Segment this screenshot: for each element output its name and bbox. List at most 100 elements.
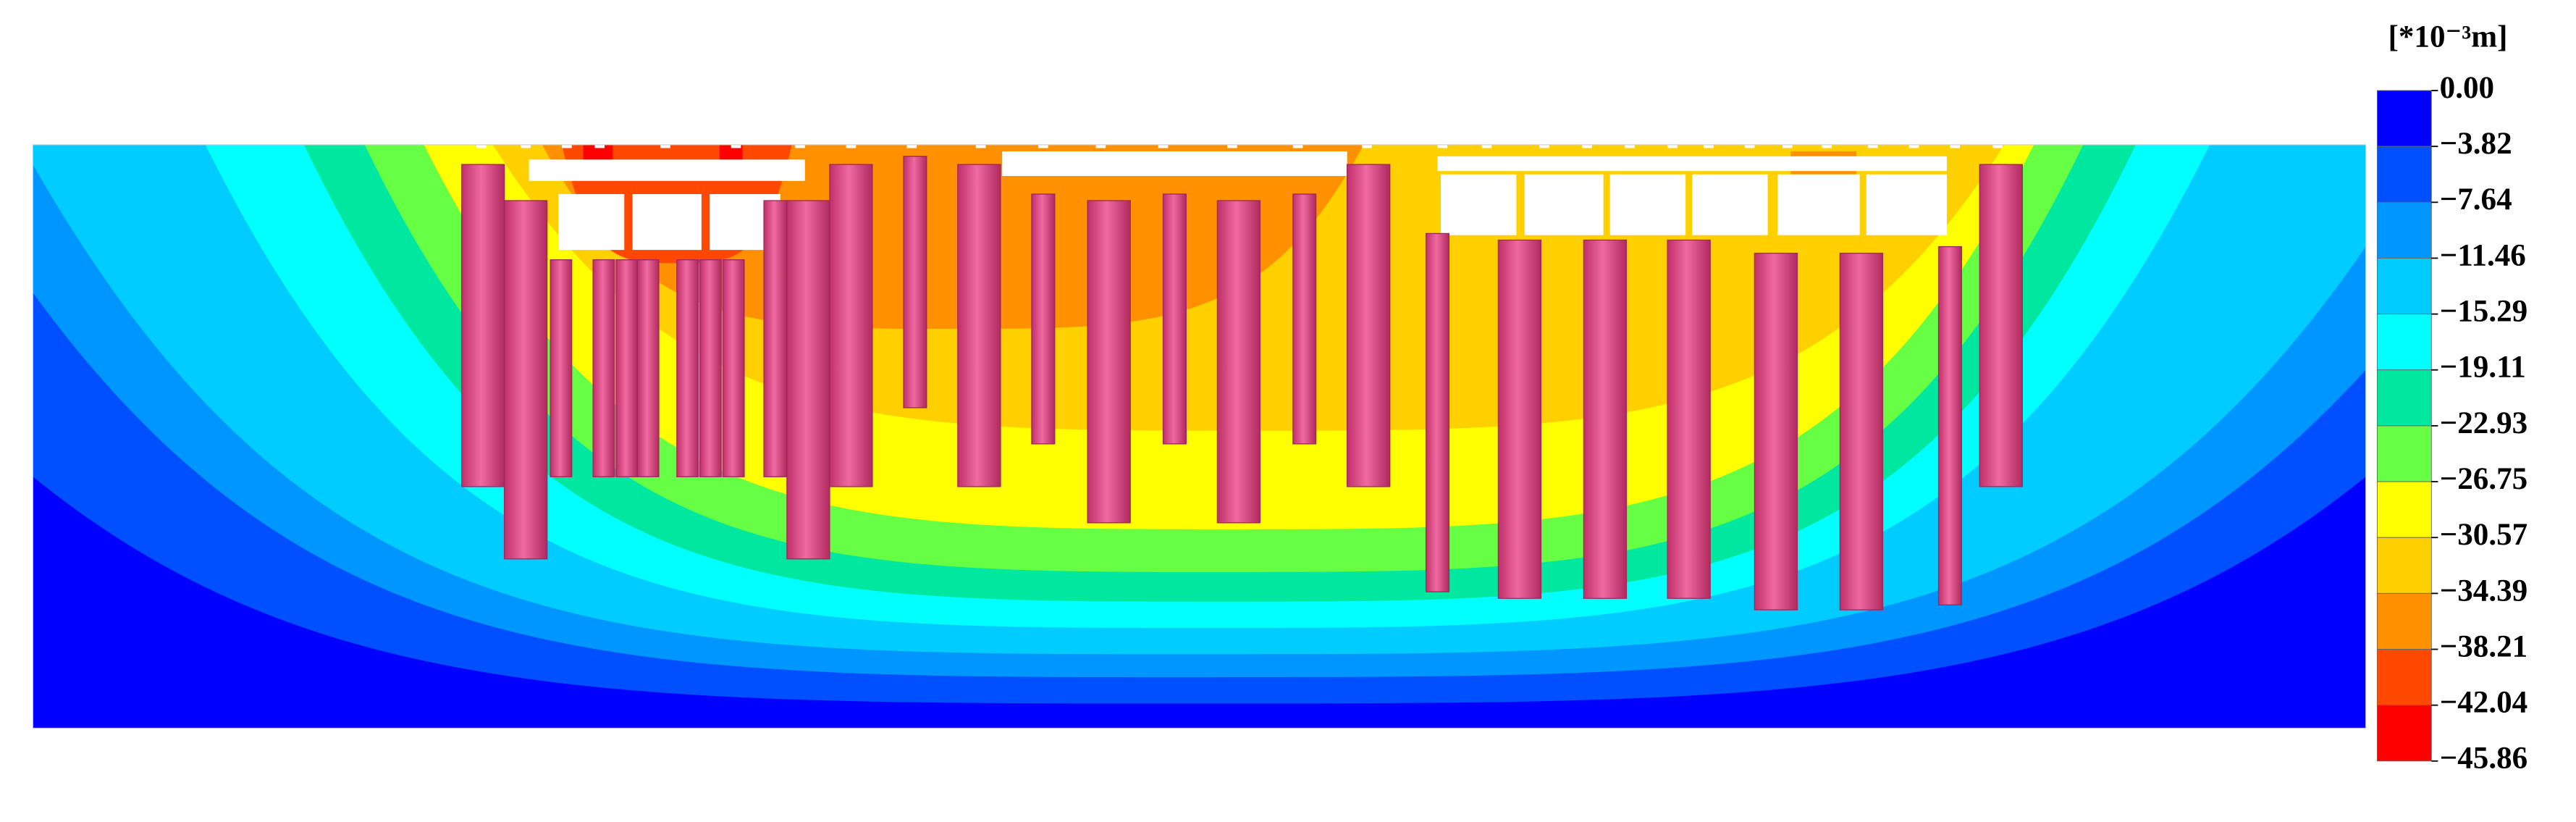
colorbar-label: −11.46 <box>2440 238 2526 272</box>
pile <box>1583 239 1628 599</box>
post <box>594 131 605 148</box>
colorbar-label: −15.29 <box>2440 295 2528 329</box>
post <box>1437 131 1448 148</box>
colorbar-label: −22.93 <box>2440 406 2528 440</box>
colorbar-label: −7.64 <box>2440 183 2512 217</box>
post <box>521 131 531 148</box>
foundation-cap <box>1866 174 1947 235</box>
post <box>660 131 670 148</box>
post <box>1667 131 1678 148</box>
pile <box>636 259 660 477</box>
pile <box>1667 239 1711 599</box>
foundation-cap <box>1609 174 1686 235</box>
post <box>1227 131 1237 148</box>
colorbar-label: 0.00 <box>2440 71 2494 105</box>
post <box>1908 131 1919 148</box>
post <box>476 131 487 148</box>
pile <box>829 164 873 487</box>
post <box>846 131 856 148</box>
foundation-cap <box>1777 174 1860 235</box>
pile <box>615 259 639 477</box>
foundation-cap <box>529 159 805 181</box>
post <box>1095 131 1106 148</box>
pile <box>1754 252 1798 611</box>
post <box>1744 131 1755 148</box>
colorbar-swatch <box>2376 90 2432 147</box>
foundation-cap <box>1441 174 1517 235</box>
post <box>1481 131 1492 148</box>
pile <box>1087 200 1131 524</box>
colorbar-label: −42.04 <box>2440 686 2528 720</box>
colorbar-swatch <box>2376 592 2432 650</box>
colorbar-title: [*10⁻³m] <box>2388 20 2508 54</box>
colorbar-label: −19.11 <box>2440 351 2526 385</box>
colorbar-swatch <box>2376 649 2432 706</box>
foundation-cap <box>632 193 702 251</box>
colorbar-swatch <box>2376 314 2432 371</box>
plot-frame <box>32 144 2367 729</box>
post <box>1582 131 1592 148</box>
colorbar-swatch <box>2376 258 2432 315</box>
post <box>795 131 805 148</box>
post <box>1868 131 1878 148</box>
pile <box>1979 164 2023 487</box>
colorbar-swatch <box>2376 425 2432 482</box>
colorbar-label: −34.39 <box>2440 574 2528 608</box>
colorbar: 0.00 −3.82 −7.64 −11.46 −15.29 −19.11 −22.93 −2… <box>2376 71 2528 776</box>
pile <box>763 200 788 477</box>
post <box>1992 131 2003 148</box>
contour-band <box>719 144 743 162</box>
pile <box>699 259 722 477</box>
pile <box>903 156 927 408</box>
colorbar-label: −38.21 <box>2440 629 2528 663</box>
post <box>1704 131 1714 148</box>
foundation-cap <box>1437 156 1947 172</box>
colorbar-swatch <box>2376 369 2432 427</box>
post <box>1822 131 1832 148</box>
foundation-cap <box>1002 151 1347 177</box>
post <box>731 131 741 148</box>
pile <box>460 164 505 487</box>
pile <box>1937 246 1963 605</box>
contour-band <box>583 144 613 162</box>
post <box>1950 131 1961 148</box>
pile <box>1839 252 1884 611</box>
pile <box>592 259 615 477</box>
pile <box>1425 232 1450 592</box>
colorbar-swatch <box>2376 537 2432 594</box>
pile <box>786 200 830 560</box>
post <box>1625 131 1635 148</box>
pile <box>1497 239 1542 599</box>
post <box>906 131 917 148</box>
colorbar-label: −26.75 <box>2440 462 2528 496</box>
pile <box>722 259 745 477</box>
pile <box>550 259 573 477</box>
post <box>975 131 986 148</box>
colorbar-label: −30.57 <box>2440 518 2528 552</box>
pile <box>503 200 548 560</box>
pile <box>957 164 1001 487</box>
colorbar-label: −3.82 <box>2440 127 2512 161</box>
post <box>1362 131 1372 148</box>
colorbar-swatch <box>2376 201 2432 259</box>
colorbar-swatch <box>2376 705 2432 762</box>
pile <box>676 259 699 477</box>
foundation-cap <box>558 193 625 251</box>
colorbar-swatch <box>2376 481 2432 538</box>
post <box>1038 131 1048 148</box>
colorbar-swatch <box>2376 146 2432 203</box>
foundation-cap <box>1524 174 1604 235</box>
pile <box>1031 193 1056 445</box>
post <box>562 131 572 148</box>
structure <box>460 131 2023 611</box>
pile <box>1292 193 1317 445</box>
post <box>1782 131 1793 148</box>
post <box>1292 131 1303 148</box>
pile <box>1216 200 1261 524</box>
foundation-cap <box>1692 174 1768 235</box>
pile <box>1347 164 1391 487</box>
post <box>1158 131 1169 148</box>
pile <box>1162 193 1187 445</box>
